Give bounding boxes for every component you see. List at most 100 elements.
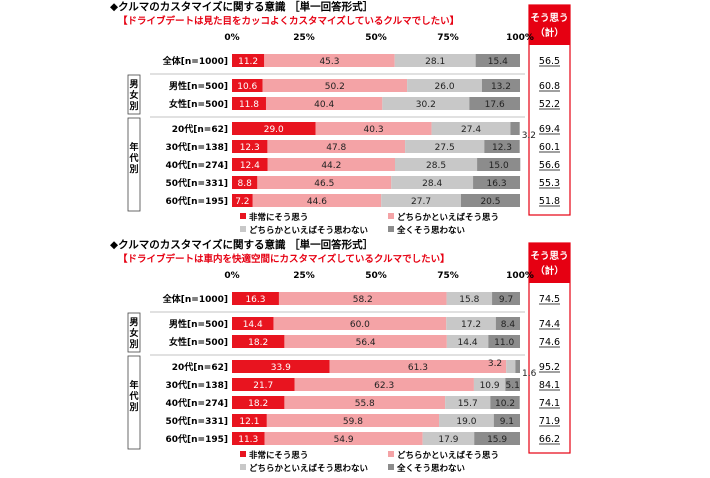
axis-tick-label: 25% <box>293 271 315 281</box>
group-box-gender <box>127 74 141 115</box>
bar-segment <box>232 176 258 189</box>
legend-label: 全くそう思わない <box>396 225 465 236</box>
bar-segment <box>267 140 406 153</box>
data-label: 18.2 <box>248 399 268 409</box>
data-label: 30.2 <box>416 100 436 110</box>
total-value: 60.1 <box>539 142 560 153</box>
data-label: 28.1 <box>425 57 445 67</box>
total-column-frame <box>528 242 571 454</box>
data-label: 13.2 <box>491 82 511 92</box>
group-label-age: 別 <box>128 401 138 413</box>
bar-segment <box>407 79 482 92</box>
total-header-label: （計） <box>535 27 564 39</box>
bar-segment <box>395 158 478 171</box>
data-label: 14.4 <box>458 338 478 348</box>
group-label-age: 年 <box>129 141 138 153</box>
bar-segment <box>294 378 474 391</box>
axis-tick-label: 75% <box>437 33 459 43</box>
data-label: 1.6 <box>522 369 537 379</box>
data-label: 3.2 <box>522 131 536 141</box>
group-label-age: 代 <box>128 152 138 164</box>
bar-segment <box>445 396 491 409</box>
chart-subtitle: 【ドライブデートは見た目をカッコよくカスタマイズしているクルマでしたい】 <box>118 15 459 27</box>
bar-segment <box>232 292 279 305</box>
data-label: 28.4 <box>422 179 442 189</box>
data-label: 61.3 <box>408 363 428 373</box>
legend-swatch <box>388 464 394 470</box>
category-label: 50代[n=331] <box>166 177 229 189</box>
data-label: 27.4 <box>461 125 481 135</box>
total-header-box <box>529 5 570 45</box>
bar-segment <box>446 335 489 348</box>
data-label: 62.3 <box>374 381 394 391</box>
total-value: 69.4 <box>539 124 560 135</box>
legend-swatch <box>388 451 394 457</box>
data-label: 15.9 <box>487 435 507 445</box>
group-label-gender: 別 <box>128 338 138 350</box>
bar-segment <box>262 79 408 92</box>
data-label: 12.3 <box>492 143 512 153</box>
data-label: 44.2 <box>321 161 341 171</box>
category-label: 60代[n=195] <box>166 195 229 207</box>
total-value: 56.5 <box>539 56 560 67</box>
axis-tick-label: 100% <box>506 271 534 281</box>
axis-tick-label: 50% <box>365 33 387 43</box>
data-label: 29.0 <box>264 125 284 135</box>
total-column-frame <box>528 4 571 216</box>
bar-segment <box>490 396 520 409</box>
data-label: 56.4 <box>356 338 376 348</box>
bar-segment <box>484 140 520 153</box>
group-label-gender: 女 <box>129 89 138 101</box>
data-label: 16.3 <box>487 179 507 189</box>
total-value: 74.4 <box>539 319 560 330</box>
group-label-gender: 別 <box>128 100 138 112</box>
data-label: 10.2 <box>495 399 515 409</box>
data-label: 5.1 <box>505 381 519 391</box>
legend-swatch <box>388 226 394 232</box>
data-label: 19.0 <box>456 417 476 427</box>
category-label: 全体[n=1000] <box>162 55 228 67</box>
data-label: 11.2 <box>238 57 258 67</box>
data-label: 40.4 <box>314 100 334 110</box>
category-label: 30代[n=138] <box>166 379 229 391</box>
bar-segment <box>232 317 274 330</box>
category-label: 20代[n=62] <box>172 361 228 373</box>
bar-segment <box>446 317 496 330</box>
data-label: 15.7 <box>458 399 478 409</box>
bar-segment <box>232 140 268 153</box>
bar-segment <box>252 194 382 207</box>
group-box-gender <box>127 312 141 353</box>
data-label: 12.1 <box>239 417 259 427</box>
bar-segment <box>473 176 520 189</box>
bar-segment <box>439 414 494 427</box>
data-label: 20.5 <box>480 197 500 207</box>
category-label: 全体[n=1000] <box>162 293 228 305</box>
axis-tick-label: 100% <box>506 33 534 43</box>
bar-segment <box>232 79 263 92</box>
data-label: 9.1 <box>500 417 514 427</box>
bar-segment <box>232 194 253 207</box>
bar-segment <box>446 292 493 305</box>
bar-segment <box>264 54 395 67</box>
bar-segment <box>266 414 440 427</box>
data-label: 10.9 <box>480 381 500 391</box>
data-label: 8.8 <box>238 179 253 189</box>
data-label: 55.8 <box>355 399 375 409</box>
chart-title: ◆クルマのカスタマイズに関する意識 ［単一回答形式］ <box>110 238 373 251</box>
data-label: 16.3 <box>245 295 265 305</box>
group-label-gender: 女 <box>129 327 138 339</box>
bar-segment <box>232 360 330 373</box>
data-label: 12.4 <box>240 161 260 171</box>
total-value: 55.3 <box>539 178 560 189</box>
group-label-gender: 男 <box>129 79 138 90</box>
axis-tick-label: 0% <box>224 33 239 43</box>
bar-segment <box>315 122 432 135</box>
bar-segment <box>405 140 485 153</box>
category-label: 30代[n=138] <box>166 141 229 153</box>
data-label: 27.5 <box>435 143 455 153</box>
bar-segment <box>232 335 285 348</box>
data-label: 44.6 <box>307 197 327 207</box>
total-value: 56.6 <box>539 160 560 171</box>
legend-label: どちらかといえばそう思わない <box>249 463 368 474</box>
total-value: 95.2 <box>539 362 560 373</box>
